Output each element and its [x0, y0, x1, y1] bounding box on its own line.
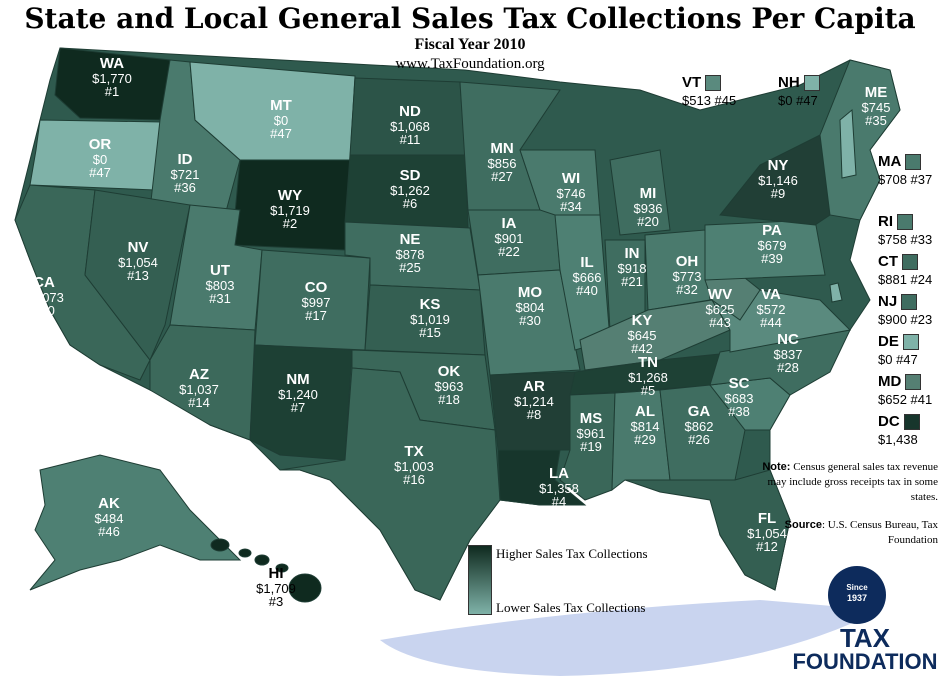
state-label-ne: NE $878 #25	[395, 231, 425, 276]
state-label-pa: PA $679 #39	[757, 222, 787, 267]
side-label-ct: CT $881 #24	[878, 253, 933, 287]
side-label-dc: DC $1,438	[878, 413, 920, 447]
state-label-ca: CA $1,073 #10	[24, 274, 64, 319]
state-hi-islands	[210, 538, 322, 603]
side-label-ma: MA $708 #37	[878, 153, 933, 187]
source-url: www.TaxFoundation.org	[395, 56, 545, 72]
state-label-sc: SC $683 #38	[724, 375, 754, 420]
side-label-md: MD $652 #41	[878, 373, 933, 407]
state-label-ky: KY $645 #42	[627, 312, 657, 357]
side-label-de: DE $0 #47	[878, 333, 919, 367]
legend-high-label: Higher Sales Tax Collections	[496, 546, 648, 561]
state-label-hi: HI $1,709 #3	[256, 565, 296, 610]
state-label-ia: IA $901 #22	[494, 215, 524, 260]
state-label-il: IL $666 #40	[572, 254, 602, 299]
state-label-nc: NC $837 #28	[773, 331, 803, 376]
state-nm	[249, 344, 353, 461]
state-label-co: CO $997 #17	[301, 279, 331, 324]
state-nv	[84, 189, 191, 361]
tax-foundation-logo: TAX FOUNDATION	[792, 623, 938, 674]
state-label-mn: MN $856 #27	[487, 140, 517, 185]
note-text: Note: Census general sales tax revenue m…	[762, 461, 938, 503]
page-subtitle: Fiscal Year 2010	[414, 36, 526, 53]
state-label-tn: TN $1,268 #5	[628, 354, 668, 399]
state-tx	[279, 367, 501, 601]
state-or	[29, 119, 163, 191]
state-mo	[477, 269, 581, 376]
state-label-in: IN $918 #21	[617, 245, 647, 290]
state-label-ut: UT $803 #31	[205, 262, 235, 307]
state-label-tx: TX $1,003 #16	[394, 443, 434, 488]
state-label-wa: WA $1,770 #1	[92, 55, 132, 100]
state-label-ak: AK $484 #46	[94, 495, 124, 540]
state-de	[829, 282, 843, 303]
state-la	[497, 449, 587, 506]
state-label-or: OR $0 #47	[88, 136, 112, 181]
state-label-ny: NY $1,146 #9	[758, 157, 798, 202]
state-label-mi: MI $936 #20	[633, 185, 663, 230]
legend-gradient	[468, 545, 492, 615]
source-text: Source: U.S. Census Bureau, Tax Foundati…	[784, 519, 938, 546]
state-ga	[659, 384, 746, 481]
side-label-ri: RI $758 #33	[878, 213, 933, 247]
state-pa	[704, 219, 826, 281]
ocean-shadow	[380, 600, 880, 676]
state-label-nv: NV $1,054 #13	[118, 239, 158, 284]
state-label-oh: OH $773 #32	[672, 253, 702, 298]
state-label-id: ID $721 #36	[170, 151, 200, 196]
state-az	[149, 324, 256, 441]
state-label-nm: NM $1,240 #7	[278, 371, 318, 416]
legend-low-label: Lower Sales Tax Collections	[496, 600, 646, 615]
state-label-me: ME $745 #35	[861, 84, 891, 129]
state-ak	[29, 454, 242, 591]
state-wa	[54, 47, 171, 121]
state-label-ar: AR $1,214 #8	[514, 378, 554, 423]
state-label-ok: OK $963 #18	[434, 363, 464, 408]
capitol-seal-logo: Since 1937	[828, 566, 886, 624]
state-label-wv: WV $625 #43	[705, 286, 735, 331]
state-fl	[624, 469, 791, 591]
state-label-wi: WI $746 #34	[556, 170, 586, 215]
state-label-mt: MT $0 #47	[270, 97, 292, 142]
state-label-al: AL $814 #29	[630, 403, 660, 448]
state-label-ms: MS $961 #19	[576, 410, 606, 455]
state-label-la: LA $1,358 #4	[539, 465, 579, 510]
state-label-fl: FL $1,054 #12	[747, 510, 787, 555]
state-label-wy: WY $1,719 #2	[270, 187, 310, 232]
state-nh	[839, 108, 857, 179]
state-ne-region	[819, 59, 901, 221]
state-label-ks: KS $1,019 #15	[410, 296, 450, 341]
state-label-va: VA $572 #44	[756, 286, 786, 331]
page-title: State and Local General Sales Tax Collec…	[24, 2, 916, 35]
state-label-nd: ND $1,068 #11	[390, 103, 430, 148]
state-label-az: AZ $1,037 #14	[179, 366, 219, 411]
side-label-nh: NH $0 #47	[778, 74, 820, 108]
state-mi	[609, 149, 671, 236]
side-label-vt: VT $513 #45	[682, 74, 737, 108]
side-label-nj: NJ $900 #23	[878, 293, 933, 327]
state-label-ga: GA $862 #26	[684, 403, 714, 448]
state-label-sd: SD $1,262 #6	[390, 167, 430, 212]
state-label-mo: MO $804 #30	[515, 284, 545, 329]
